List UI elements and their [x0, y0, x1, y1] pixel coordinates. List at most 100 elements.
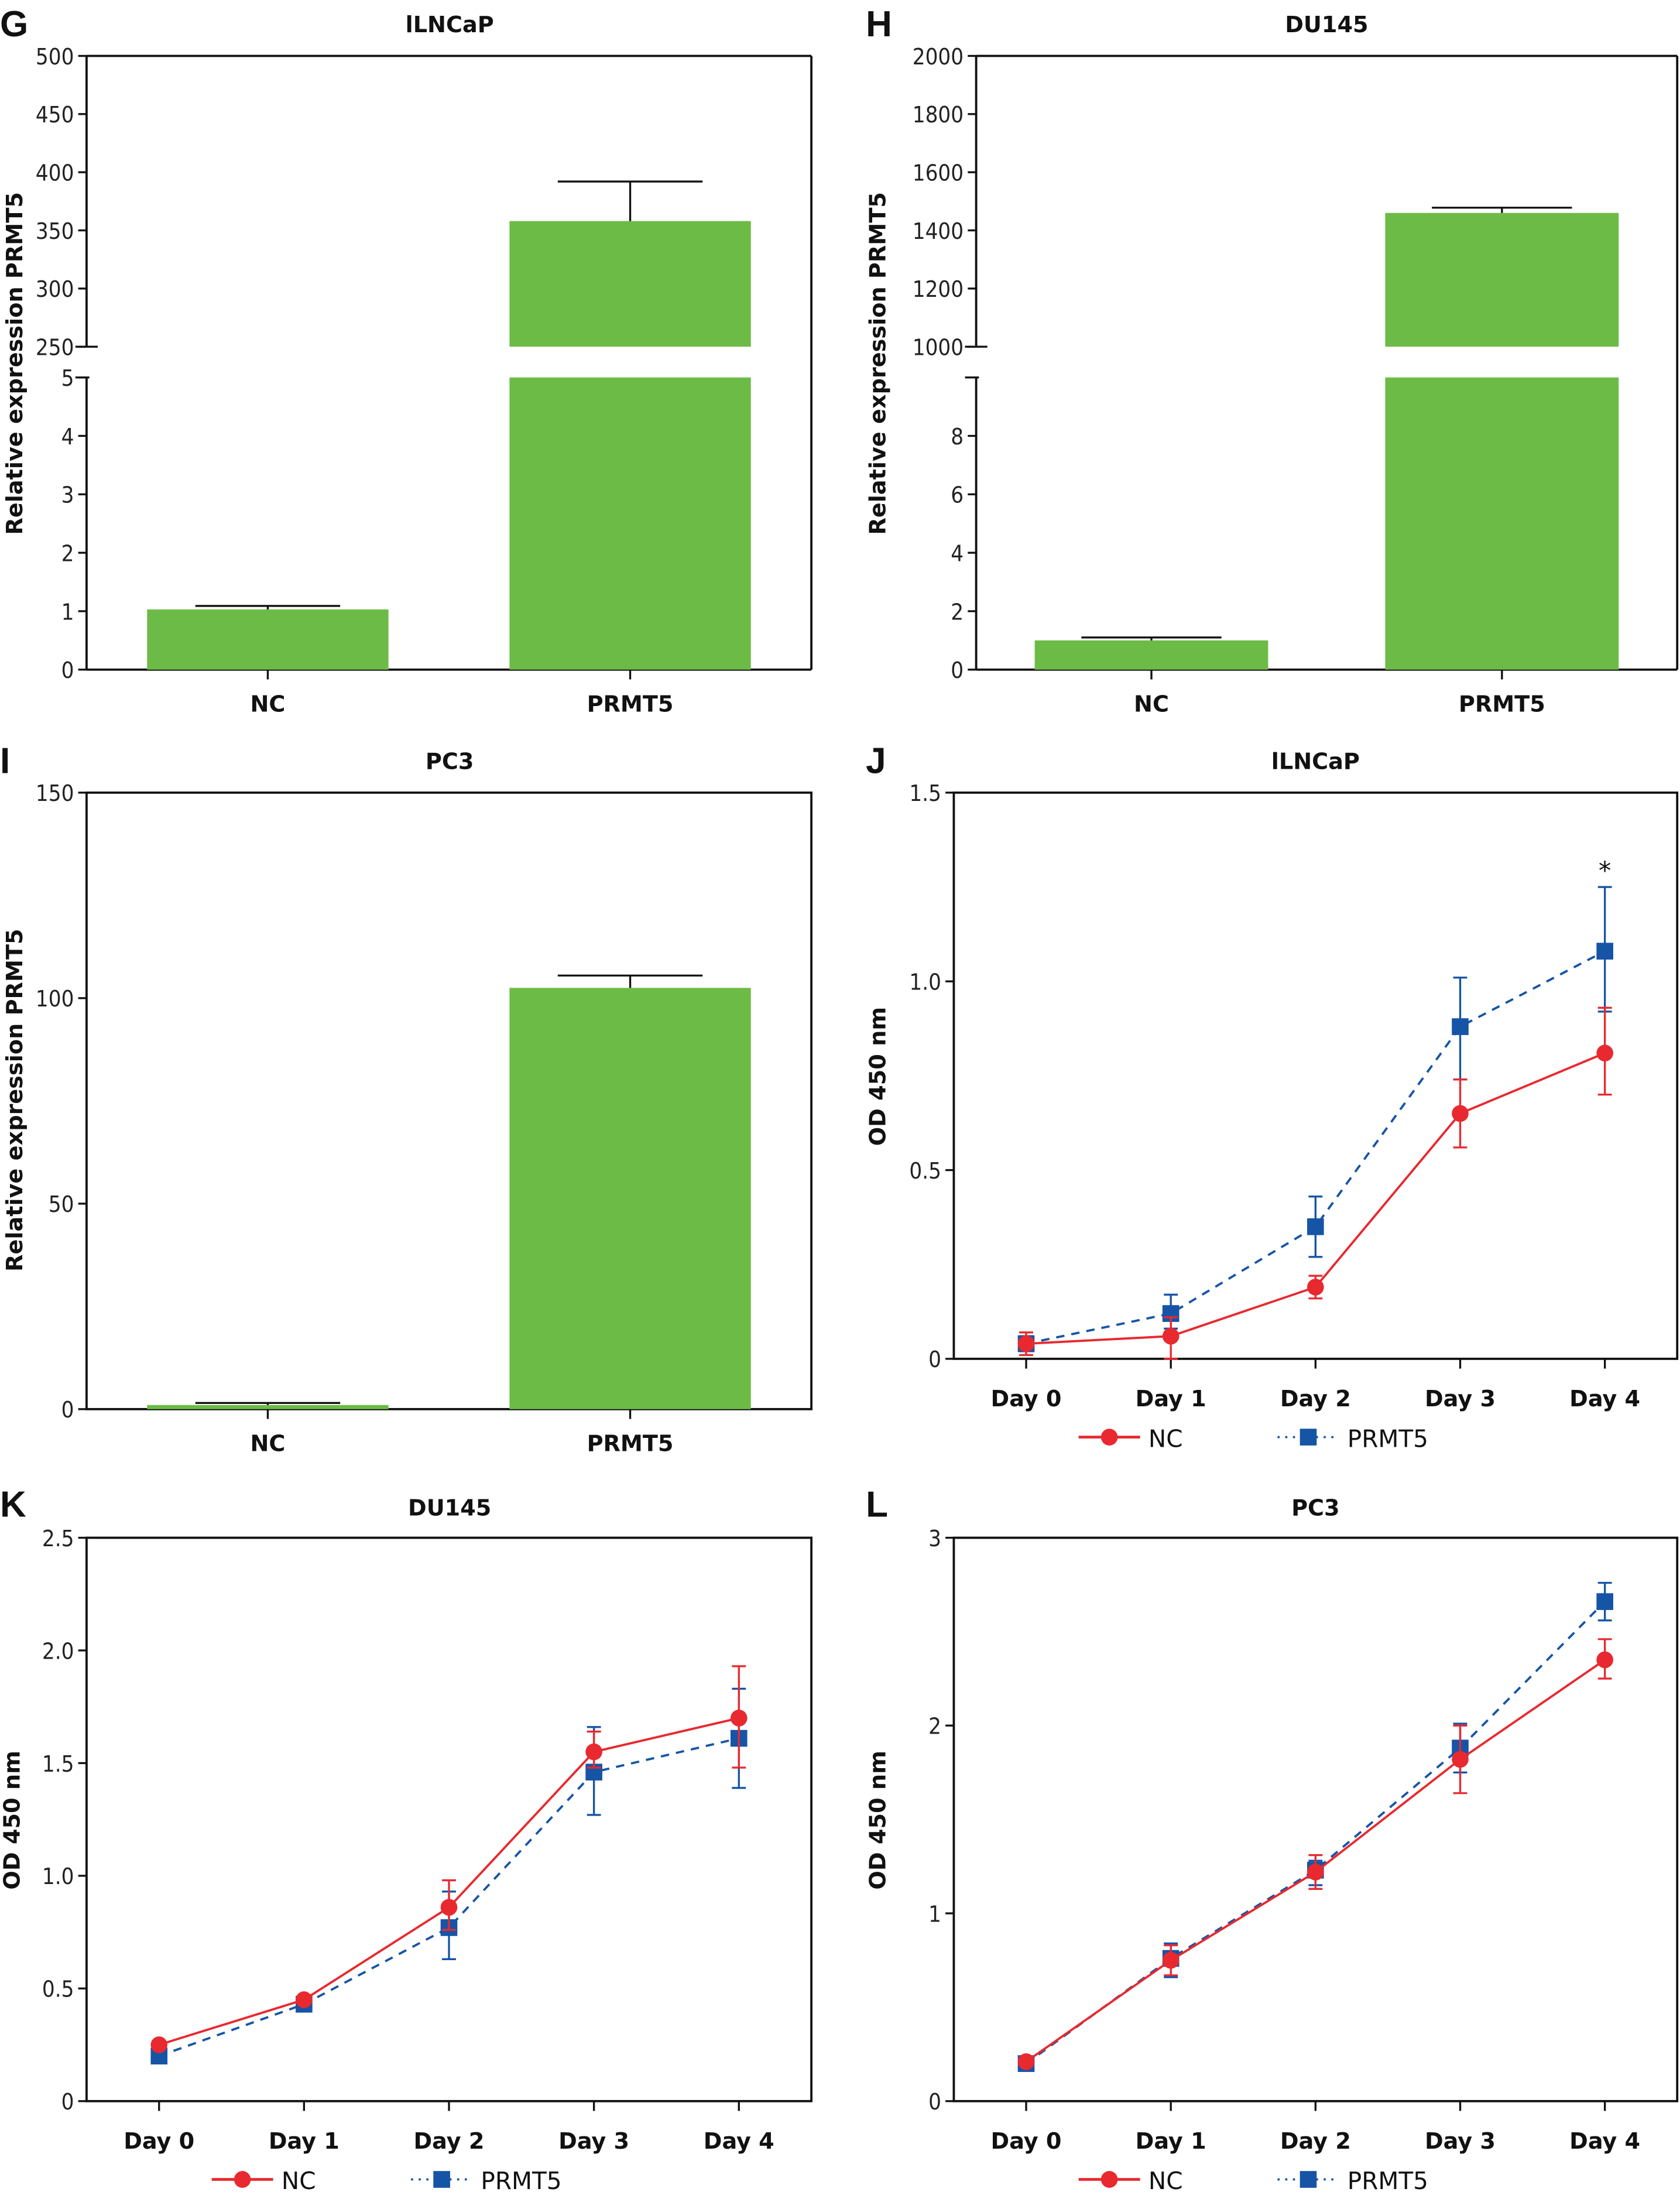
panel-letter-l: L — [866, 1485, 888, 1525]
y-tick-label-h: 2000 — [913, 44, 964, 70]
plot-frame-k — [85, 1536, 813, 2102]
chart-title-k: DU145 — [408, 1495, 491, 1521]
x-tick-label-i: NC — [250, 1431, 285, 1457]
y-tick-label-g: 0 — [61, 658, 74, 684]
y-tick-label-g: 4 — [61, 424, 74, 450]
y-axis-label-h: Relative expression PRMT5 — [866, 192, 892, 535]
y-tick-label-k: 2.0 — [42, 1639, 74, 1664]
data-point-prmt5-j — [1307, 1218, 1324, 1235]
data-point-nc-j — [1452, 1105, 1469, 1122]
legend-label-nc-j: NC — [1148, 1424, 1183, 1453]
bar-nc-i — [147, 1405, 389, 1409]
y-tick-label-h: 4 — [951, 541, 964, 567]
x-tick-label-k: Day 4 — [704, 2129, 774, 2155]
y-tick-label-i: 0 — [61, 1398, 74, 1423]
x-tick-label-j: Day 1 — [1136, 1386, 1206, 1412]
data-point-nc-l — [1596, 1651, 1613, 1669]
x-tick-label-g: PRMT5 — [587, 691, 674, 717]
legend-marker-prmt5-j — [1300, 1429, 1317, 1446]
bar-lower-prmt5-h — [1385, 377, 1619, 670]
data-point-nc-j — [1017, 1335, 1035, 1352]
x-tick-label-g: NC — [250, 691, 285, 717]
y-tick-label-h: 1600 — [913, 160, 964, 186]
y-tick-label-g: 450 — [36, 102, 74, 128]
series-line-prmt5-j — [1026, 950, 1606, 1345]
y-tick-label-h: 1400 — [913, 219, 964, 245]
x-tick-label-l: Day 0 — [991, 2129, 1062, 2155]
data-point-nc-k — [150, 2036, 168, 2053]
bar-prmt5-i — [509, 988, 751, 1409]
y-tick-label-k: 2.5 — [42, 1526, 74, 1552]
plot-frame-l — [952, 1536, 1679, 2102]
y-tick-label-h: 1200 — [913, 277, 964, 303]
y-tick-label-i: 150 — [36, 781, 74, 807]
x-tick-label-j: Day 3 — [1425, 1386, 1496, 1412]
y-tick-label-k: 1.0 — [42, 1864, 74, 1890]
bar-nc-h — [1034, 640, 1268, 670]
x-tick-label-k: Day 2 — [414, 2129, 485, 2155]
y-tick-label-g: 1 — [61, 600, 74, 625]
y-tick-label-g: 250 — [36, 335, 74, 361]
data-point-prmt5-j — [1452, 1018, 1469, 1035]
y-tick-label-j: 0 — [928, 1347, 941, 1373]
x-tick-label-j: Day 0 — [991, 1386, 1062, 1412]
chart-title-j: lLNCaP — [1271, 749, 1360, 775]
panel-letter-g: G — [0, 4, 28, 44]
y-tick-label-l: 1 — [928, 1902, 941, 1927]
y-tick-label-i: 100 — [36, 987, 74, 1012]
legend-marker-prmt5-k — [433, 2171, 450, 2188]
y-tick-label-h: 1000 — [913, 335, 964, 361]
y-tick-label-g: 2 — [61, 541, 74, 567]
bar-lower-prmt5-g — [509, 377, 751, 670]
y-tick-label-h: 1800 — [913, 102, 964, 128]
y-tick-label-l: 0 — [928, 2090, 941, 2115]
significance-marker-j: * — [1599, 857, 1611, 886]
y-axis-label-j: OD 450 nm — [866, 1007, 892, 1146]
y-axis-label-g: Relative expression PRMT5 — [2, 192, 28, 535]
x-tick-label-l: Day 3 — [1425, 2129, 1496, 2155]
x-tick-label-k: Day 3 — [558, 2129, 629, 2155]
data-point-nc-j — [1307, 1279, 1324, 1296]
y-axis-label-k: OD 450 nm — [0, 1751, 25, 1889]
bar-upper-prmt5-g — [509, 221, 751, 347]
y-tick-label-h: 0 — [951, 658, 964, 684]
y-tick-label-g: 3 — [61, 483, 74, 509]
y-tick-label-g: 400 — [36, 160, 74, 186]
panel-letter-j: J — [866, 741, 886, 781]
y-tick-label-h: 6 — [951, 483, 964, 509]
y-tick-label-k: 0.5 — [42, 1977, 74, 2003]
plot-frame-i — [85, 791, 813, 1410]
legend-label-prmt5-k: PRMT5 — [481, 2167, 561, 2192]
chart-title-i: PC3 — [426, 749, 474, 775]
x-tick-label-l: Day 4 — [1569, 2129, 1640, 2155]
y-tick-label-h: 2 — [951, 600, 964, 625]
y-tick-label-j: 1.0 — [909, 970, 941, 996]
y-tick-label-l: 2 — [928, 1714, 941, 1740]
y-axis-label-i: Relative expression PRMT5 — [2, 929, 28, 1271]
chart-title-h: DU145 — [1285, 12, 1368, 38]
legend-marker-prmt5-l — [1300, 2171, 1317, 2188]
legend-label-nc-l: NC — [1148, 2167, 1183, 2192]
chart-title-l: PC3 — [1291, 1495, 1340, 1521]
data-point-nc-j — [1596, 1044, 1613, 1062]
x-tick-label-j: Day 2 — [1280, 1386, 1351, 1412]
bar-upper-prmt5-h — [1385, 213, 1619, 347]
data-point-nc-j — [1162, 1327, 1180, 1345]
y-tick-label-j: 1.5 — [909, 781, 941, 807]
x-tick-label-h: NC — [1134, 691, 1169, 717]
legend-marker-nc-j — [1100, 1429, 1118, 1446]
chart-title-g: lLNCaP — [406, 12, 494, 38]
y-tick-label-k: 0 — [61, 2090, 74, 2115]
legend-label-prmt5-j: PRMT5 — [1348, 1424, 1428, 1453]
data-point-nc-k — [296, 1991, 313, 2008]
data-point-nc-k — [585, 1743, 602, 1761]
bar-nc-g — [147, 609, 389, 670]
data-point-nc-l — [1307, 1864, 1324, 1881]
panel-letter-i: I — [0, 741, 10, 781]
y-tick-label-g: 500 — [36, 44, 74, 70]
y-tick-label-h: 8 — [951, 424, 964, 450]
x-tick-label-j: Day 4 — [1569, 1386, 1640, 1412]
x-tick-label-l: Day 1 — [1136, 2129, 1206, 2155]
data-point-nc-k — [440, 1899, 458, 1916]
